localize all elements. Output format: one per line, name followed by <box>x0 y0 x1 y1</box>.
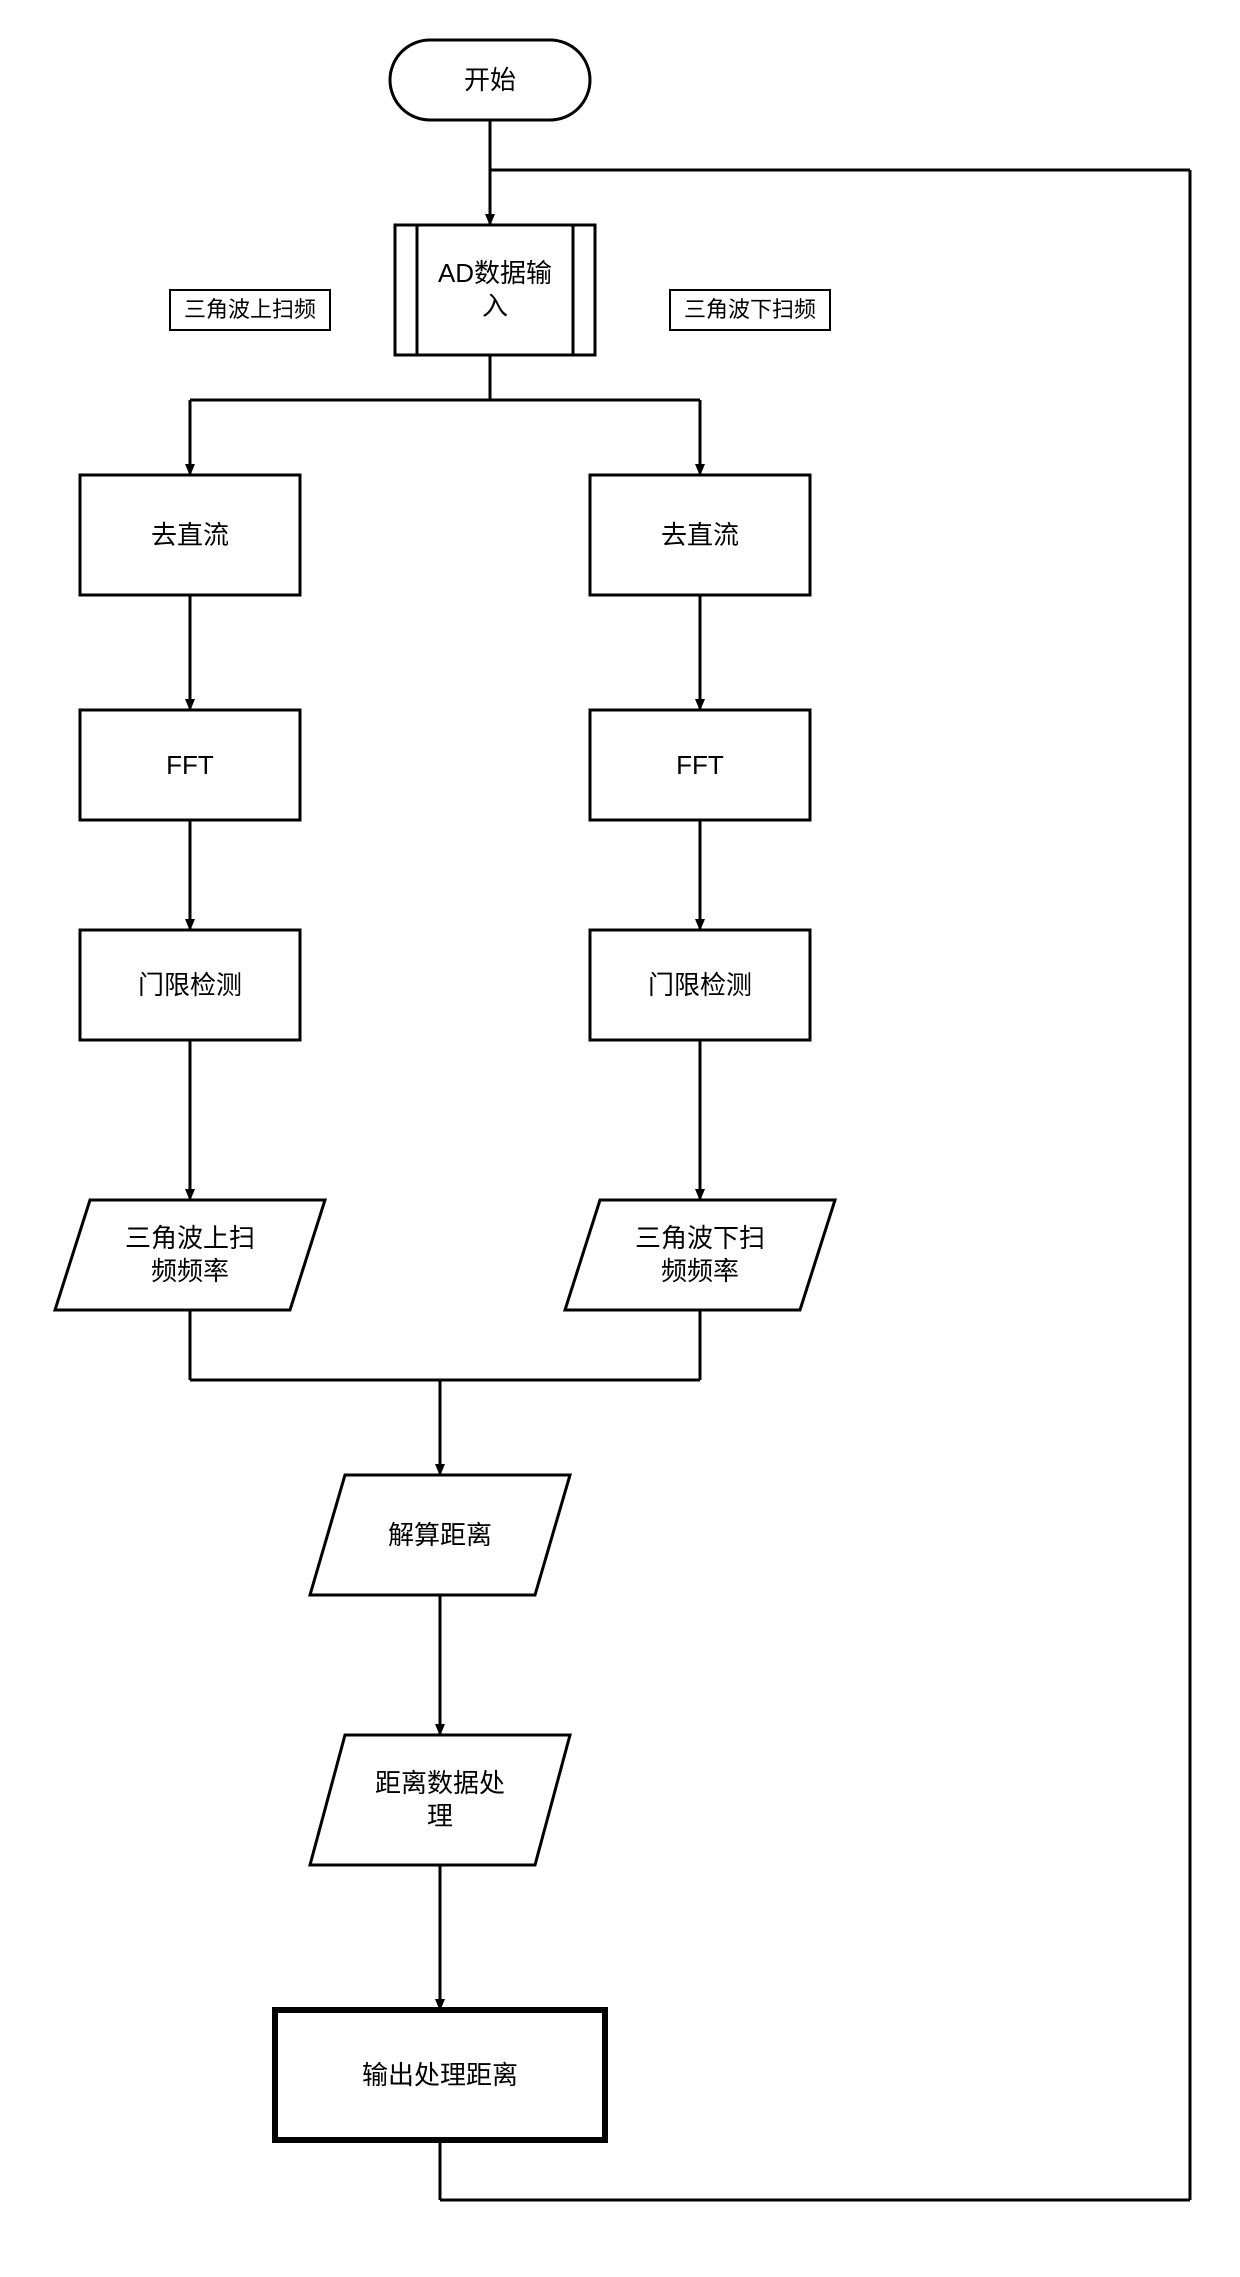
fft-right-label: FFT <box>676 750 724 780</box>
node-output: 输出处理距离 <box>275 2010 605 2140</box>
dc-right-label: 去直流 <box>661 520 739 550</box>
branch-right-label-box: 三角波下扫频 <box>670 290 830 330</box>
node-dc-right: 去直流 <box>590 475 810 595</box>
node-solve-dist: 解算距离 <box>310 1475 570 1595</box>
branch-left-label: 三角波上扫频 <box>184 297 316 322</box>
node-freq-left: 三角波上扫 频频率 <box>55 1200 325 1310</box>
output-label: 输出处理距离 <box>362 2060 518 2090</box>
node-thresh-right: 门限检测 <box>590 930 810 1040</box>
branch-right-label: 三角波下扫频 <box>684 297 816 322</box>
ad-input-label1: AD数据输 <box>438 258 552 288</box>
solve-dist-label: 解算距离 <box>388 1520 492 1550</box>
edges <box>190 120 1190 2200</box>
node-dist-proc: 距离数据处 理 <box>310 1735 570 1865</box>
node-thresh-left: 门限检测 <box>80 930 300 1040</box>
dist-proc-label1: 距离数据处 <box>375 1768 505 1798</box>
ad-input-label2: 入 <box>482 291 508 321</box>
fft-left-label: FFT <box>166 750 214 780</box>
branch-left-label-box: 三角波上扫频 <box>170 290 330 330</box>
node-fft-right: FFT <box>590 710 810 820</box>
node-freq-right: 三角波下扫 频频率 <box>565 1200 835 1310</box>
freq-left-label1: 三角波上扫 <box>125 1223 255 1253</box>
freq-right-label1: 三角波下扫 <box>635 1223 765 1253</box>
start-label: 开始 <box>464 65 516 95</box>
node-ad-input: AD数据输 入 <box>395 225 595 355</box>
node-start: 开始 <box>390 40 590 120</box>
node-fft-left: FFT <box>80 710 300 820</box>
dist-proc-label2: 理 <box>427 1801 453 1831</box>
freq-left-label2: 频频率 <box>151 1256 229 1286</box>
dc-left-label: 去直流 <box>151 520 229 550</box>
flowchart: 开始 AD数据输 入 三角波上扫频 三角波下扫频 去直流 去直流 FFT FFT… <box>0 0 1240 2277</box>
node-dc-left: 去直流 <box>80 475 300 595</box>
freq-right-label2: 频频率 <box>661 1256 739 1286</box>
thresh-left-label: 门限检测 <box>138 970 242 1000</box>
thresh-right-label: 门限检测 <box>648 970 752 1000</box>
